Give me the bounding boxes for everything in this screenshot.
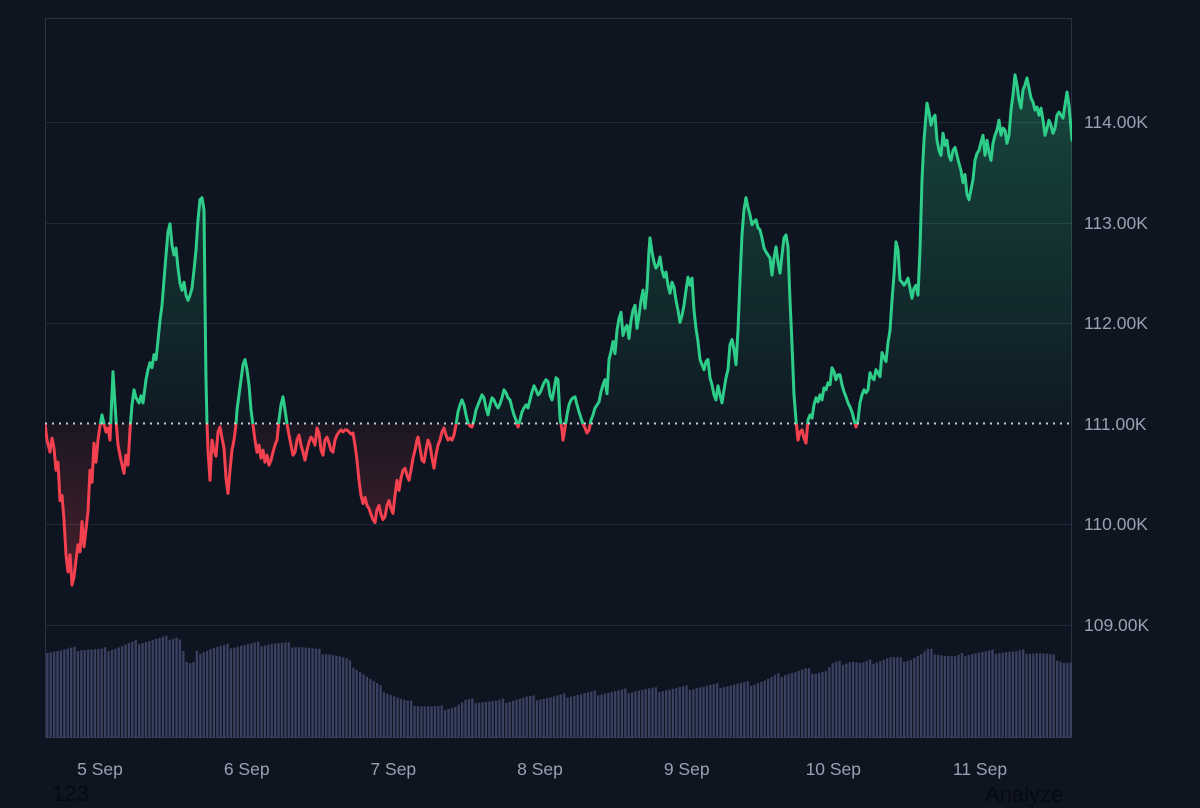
x-tick-label: 6 Sep [224,759,270,779]
y-axis-labels: 114.00K 113.00K 112.00K 111.00K 110.00K 109.0… [1084,112,1150,635]
volume-bars [46,635,1072,739]
x-tick-label: 8 Sep [517,759,563,779]
y-tick-label: 111.00K [1084,414,1147,434]
y-tick-label: 114.00K [1084,112,1148,132]
x-tick-label: 11 Sep [953,759,1007,779]
y-tick-label: 112.00K [1084,313,1148,333]
x-tick-label: 5 Sep [77,759,123,779]
grid-lines [45,122,1072,626]
price-line-down [45,424,859,587]
analyze-button[interactable]: Analyze [985,782,1064,807]
footer-left-text: 123 [52,781,89,806]
price-line-up [45,73,1072,424]
y-tick-label: 113.00K [1084,213,1148,233]
x-tick-label: 9 Sep [664,759,710,779]
y-tick-label: 109.00K [1084,615,1150,635]
x-axis-labels: 5 Sep 6 Sep 7 Sep 8 Sep 9 Sep 10 Sep 11 Sep [77,759,1007,779]
x-tick-label: 10 Sep [806,759,861,779]
price-series [45,73,1072,587]
x-tick-label: 7 Sep [370,759,416,779]
y-tick-label: 110.00K [1084,514,1148,534]
up-area-fill [45,74,1072,424]
